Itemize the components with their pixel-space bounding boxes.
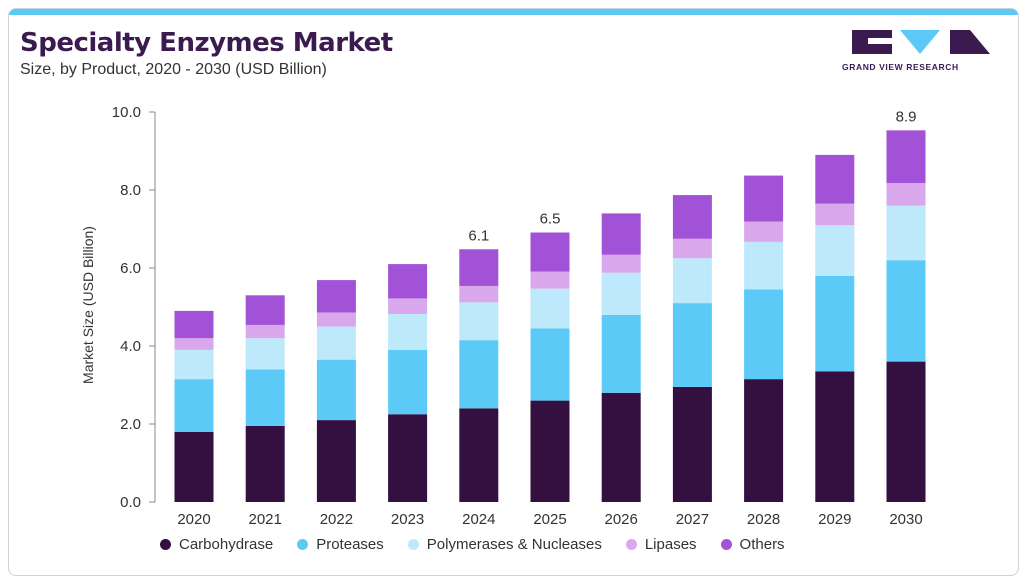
bar-segment-others [744, 175, 784, 222]
bar-segment-carbohydrase [672, 386, 712, 502]
bar-segment-carbohydrase [815, 371, 855, 502]
bar-segment-lipases [316, 312, 356, 327]
bar-segment-lipases [815, 203, 855, 226]
bar-segment-carbohydrase [601, 392, 641, 502]
bar-segment-proteases [388, 349, 428, 415]
bar-segment-proteases [245, 369, 285, 426]
legend-item: Proteases [297, 536, 384, 553]
accent-bar [9, 9, 1018, 15]
logo-text: GRAND VIEW RESEARCH [842, 62, 959, 72]
y-tick-label: 6.0 [120, 260, 141, 277]
total-value-label: 6.1 [468, 227, 489, 244]
bar-segment-polymerases-nucleases [388, 314, 428, 350]
x-tick-label: 2021 [249, 511, 282, 528]
legend-label: Carbohydrase [179, 536, 274, 553]
legend-swatch [720, 539, 732, 550]
total-value-label: 8.9 [896, 108, 917, 125]
legend-item: Carbohydrase [160, 536, 273, 553]
bar-segment-proteases [815, 275, 855, 372]
bar-segment-others [174, 310, 214, 339]
bar-segment-lipases [530, 271, 570, 289]
bar-segment-polymerases-nucleases [459, 302, 499, 341]
bar-segment-polymerases-nucleases [601, 272, 641, 315]
bar-segment-carbohydrase [388, 414, 428, 502]
legend-label: Lipases [644, 536, 697, 553]
bar-segment-polymerases-nucleases [886, 205, 926, 261]
bar-segment-lipases [744, 221, 784, 242]
legend-swatch [407, 539, 419, 550]
bar-segment-carbohydrase [316, 420, 356, 502]
legend-item: Polymerases & Nucleases [407, 536, 602, 553]
bar-segment-carbohydrase [744, 379, 784, 502]
bar-segment-polymerases-nucleases [245, 338, 285, 370]
bar-segment-polymerases-nucleases [530, 288, 570, 329]
bar-segment-others [672, 195, 712, 239]
bar-segment-polymerases-nucleases [815, 225, 855, 276]
bar-segment-polymerases-nucleases [174, 349, 214, 380]
x-tick-label: 2020 [177, 511, 210, 528]
x-tick-label: 2022 [320, 511, 353, 528]
bar-segment-lipases [459, 285, 499, 303]
bar-segment-others [316, 280, 356, 313]
y-tick-label: 8.0 [120, 182, 141, 199]
bar-segment-carbohydrase [245, 425, 285, 502]
bar-segment-others [388, 264, 428, 299]
bar-segment-polymerases-nucleases [672, 258, 712, 304]
x-tick-label: 2023 [391, 511, 424, 528]
chart-title: Specialty Enzymes Market [20, 28, 393, 58]
y-tick-label: 2.0 [120, 416, 141, 433]
legend-item: Lipases [625, 536, 697, 553]
bar-segment-others [530, 232, 570, 272]
bar-segment-proteases [530, 328, 570, 401]
bar-segment-others [245, 295, 285, 325]
bar-segment-proteases [174, 379, 214, 432]
bar-segment-proteases [601, 314, 641, 393]
bar-segment-polymerases-nucleases [316, 326, 356, 360]
bar-segment-lipases [245, 324, 285, 339]
legend-item: Others [720, 536, 785, 553]
bar-segment-proteases [316, 359, 356, 421]
x-tick-label: 2029 [818, 511, 851, 528]
bar-segment-proteases [459, 340, 499, 409]
bar-segment-others [815, 154, 855, 204]
bar-segment-polymerases-nucleases [744, 241, 784, 290]
x-tick-label: 2028 [747, 511, 780, 528]
y-tick-label: 4.0 [120, 338, 141, 355]
grand-view-research-logo [852, 30, 990, 54]
bar-segment-others [459, 249, 499, 286]
legend-label: Proteases [316, 536, 384, 553]
bar-segment-proteases [672, 303, 712, 387]
y-tick-label: 0.0 [120, 494, 141, 511]
total-value-label: 6.5 [540, 211, 561, 228]
bar-segment-carbohydrase [886, 361, 926, 502]
y-tick-label: 10.0 [112, 104, 141, 121]
bar-segment-carbohydrase [174, 431, 214, 502]
chart-subtitle: Size, by Product, 2020 - 2030 (USD Billi… [20, 61, 327, 78]
legend-label: Others [739, 536, 785, 553]
legend-label: Polymerases & Nucleases [426, 536, 602, 553]
bar-segment-lipases [601, 254, 641, 273]
legend-swatch [160, 539, 171, 550]
x-tick-label: 2027 [676, 511, 709, 528]
bar-segment-others [886, 130, 926, 183]
bar-segment-carbohydrase [530, 400, 570, 502]
bar-segment-lipases [388, 298, 428, 315]
y-axis-label: Market Size (USD Billion) [80, 226, 96, 384]
x-tick-label: 2030 [889, 511, 922, 528]
x-tick-label: 2026 [605, 511, 638, 528]
bar-segment-proteases [744, 289, 784, 380]
x-tick-label: 2024 [462, 511, 495, 528]
bar-segment-proteases [886, 260, 926, 362]
bar-segment-lipases [174, 338, 214, 350]
legend-swatch [625, 539, 637, 550]
bar-segment-lipases [672, 238, 712, 259]
bar-segment-carbohydrase [459, 408, 499, 502]
x-tick-label: 2025 [533, 511, 566, 528]
bar-segment-lipases [886, 182, 926, 206]
legend-swatch [297, 539, 309, 550]
chart-legend: Carbohydrase Proteases Polymerases & Nucle… [160, 536, 809, 553]
bar-segment-others [601, 213, 641, 255]
